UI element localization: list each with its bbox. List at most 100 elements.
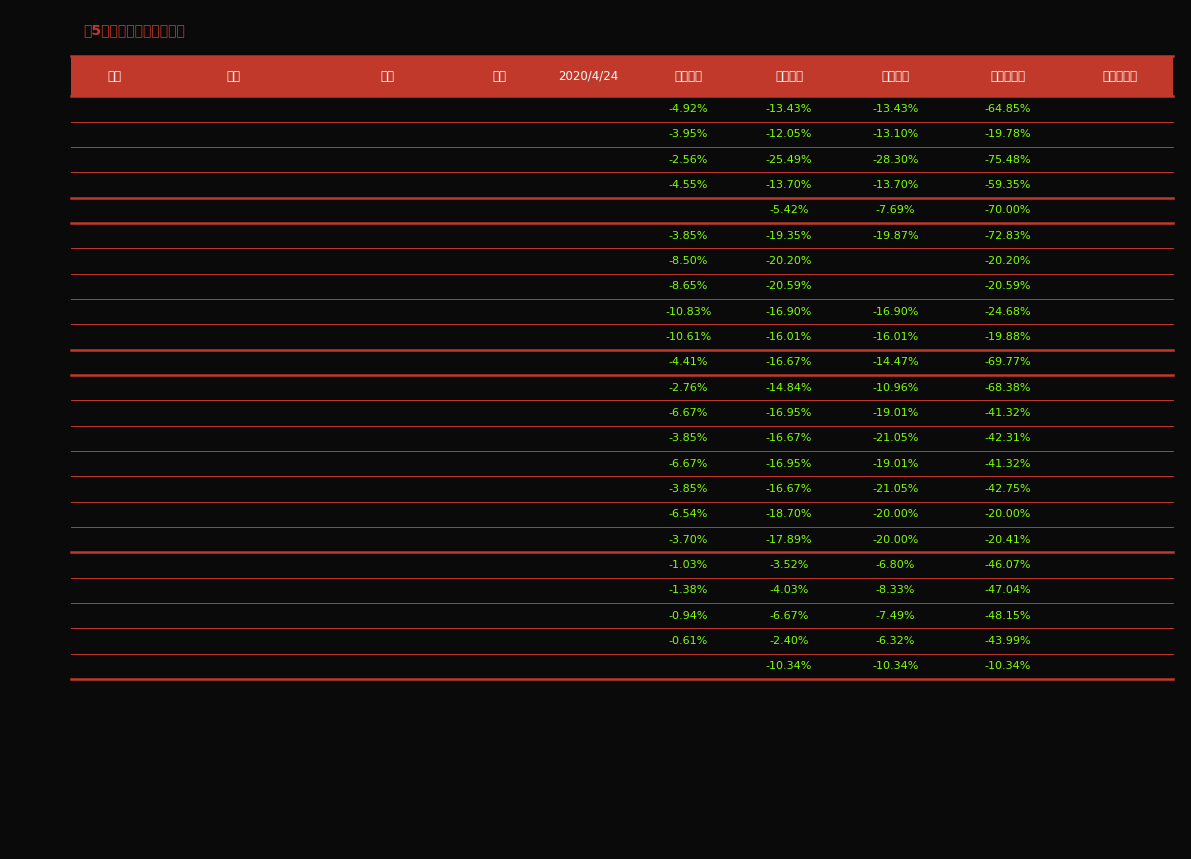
Text: -4.03%: -4.03%: [769, 585, 809, 595]
Text: -3.85%: -3.85%: [669, 230, 709, 241]
Text: -20.59%: -20.59%: [985, 281, 1031, 291]
Text: -18.70%: -18.70%: [766, 509, 812, 520]
Text: -20.00%: -20.00%: [985, 509, 1031, 520]
Text: -72.83%: -72.83%: [984, 230, 1031, 241]
Text: -6.67%: -6.67%: [669, 408, 709, 418]
Text: -6.67%: -6.67%: [769, 611, 809, 621]
Text: -6.80%: -6.80%: [875, 560, 915, 570]
Text: -16.67%: -16.67%: [766, 484, 812, 494]
Text: -19.78%: -19.78%: [984, 129, 1031, 139]
Text: -13.70%: -13.70%: [872, 180, 918, 190]
Text: -0.61%: -0.61%: [669, 636, 709, 646]
Text: -16.90%: -16.90%: [872, 307, 918, 317]
Text: -6.67%: -6.67%: [669, 459, 709, 469]
Text: -14.47%: -14.47%: [872, 357, 918, 368]
Text: -16.67%: -16.67%: [766, 357, 812, 368]
Text: -13.10%: -13.10%: [872, 129, 918, 139]
Text: -3.52%: -3.52%: [769, 560, 809, 570]
Text: -19.87%: -19.87%: [872, 230, 918, 241]
Text: -16.01%: -16.01%: [872, 332, 918, 342]
Text: 种类: 种类: [107, 70, 121, 82]
Text: -12.05%: -12.05%: [766, 129, 812, 139]
Text: -1.03%: -1.03%: [669, 560, 709, 570]
Text: -48.15%: -48.15%: [985, 611, 1031, 621]
Text: 周度涨跌: 周度涨跌: [674, 70, 703, 82]
Text: -19.88%: -19.88%: [984, 332, 1031, 342]
Text: -19.35%: -19.35%: [766, 230, 812, 241]
Text: -41.32%: -41.32%: [985, 459, 1031, 469]
Text: -3.85%: -3.85%: [669, 484, 709, 494]
Text: -13.43%: -13.43%: [766, 104, 812, 114]
Text: 规格: 规格: [380, 70, 394, 82]
Text: -64.85%: -64.85%: [985, 104, 1031, 114]
Text: -59.35%: -59.35%: [985, 180, 1031, 190]
Text: 2020/4/24: 2020/4/24: [557, 70, 618, 82]
Text: -20.59%: -20.59%: [766, 281, 812, 291]
Text: -46.07%: -46.07%: [985, 560, 1031, 570]
Text: -5.42%: -5.42%: [769, 205, 809, 216]
Text: -8.50%: -8.50%: [669, 256, 709, 266]
Bar: [71, 56, 1173, 96]
Text: -41.32%: -41.32%: [985, 408, 1031, 418]
Text: -16.95%: -16.95%: [766, 459, 812, 469]
Text: -4.92%: -4.92%: [668, 104, 709, 114]
Text: 表5：光伏产业链产品价格: 表5：光伏产业链产品价格: [83, 23, 186, 37]
Text: -10.61%: -10.61%: [666, 332, 711, 342]
Text: -10.83%: -10.83%: [666, 307, 712, 317]
Text: -2.40%: -2.40%: [769, 636, 809, 646]
Text: -7.49%: -7.49%: [875, 611, 915, 621]
Text: -16.01%: -16.01%: [766, 332, 812, 342]
Text: -20.20%: -20.20%: [766, 256, 812, 266]
Text: -10.96%: -10.96%: [872, 382, 918, 393]
Text: -10.34%: -10.34%: [766, 661, 812, 672]
Text: 年度涨跌: 年度涨跌: [881, 70, 910, 82]
Text: -75.48%: -75.48%: [984, 155, 1031, 165]
Text: -7.69%: -7.69%: [875, 205, 915, 216]
Text: 单位: 单位: [492, 70, 506, 82]
Text: -20.00%: -20.00%: [872, 534, 918, 545]
Text: -16.67%: -16.67%: [766, 433, 812, 443]
Text: -20.41%: -20.41%: [985, 534, 1031, 545]
Text: -0.94%: -0.94%: [668, 611, 709, 621]
Text: -24.68%: -24.68%: [984, 307, 1031, 317]
Text: -14.84%: -14.84%: [766, 382, 812, 393]
Text: -21.05%: -21.05%: [872, 484, 918, 494]
Text: -70.00%: -70.00%: [985, 205, 1031, 216]
Text: -17.89%: -17.89%: [766, 534, 812, 545]
Text: -3.95%: -3.95%: [669, 129, 709, 139]
Text: -42.75%: -42.75%: [984, 484, 1031, 494]
Text: -2.56%: -2.56%: [669, 155, 709, 165]
Text: -68.38%: -68.38%: [985, 382, 1031, 393]
Text: -6.54%: -6.54%: [669, 509, 709, 520]
Text: 品种: 品种: [226, 70, 241, 82]
Text: -69.77%: -69.77%: [984, 357, 1031, 368]
Text: -20.20%: -20.20%: [985, 256, 1031, 266]
Text: -2.76%: -2.76%: [668, 382, 709, 393]
Text: -16.95%: -16.95%: [766, 408, 812, 418]
Text: 最高点差幅: 最高点差幅: [990, 70, 1025, 82]
Text: -10.34%: -10.34%: [985, 661, 1031, 672]
Text: -13.43%: -13.43%: [872, 104, 918, 114]
Text: -4.55%: -4.55%: [669, 180, 709, 190]
Text: -47.04%: -47.04%: [984, 585, 1031, 595]
Text: -10.34%: -10.34%: [872, 661, 918, 672]
Text: -6.32%: -6.32%: [875, 636, 915, 646]
Text: -1.38%: -1.38%: [669, 585, 709, 595]
Text: -25.49%: -25.49%: [766, 155, 812, 165]
Text: -21.05%: -21.05%: [872, 433, 918, 443]
Text: -28.30%: -28.30%: [872, 155, 918, 165]
Text: 月度涨跌: 月度涨跌: [775, 70, 803, 82]
Text: -20.00%: -20.00%: [872, 509, 918, 520]
Text: -3.85%: -3.85%: [669, 433, 709, 443]
Text: -43.99%: -43.99%: [984, 636, 1031, 646]
Text: -8.33%: -8.33%: [875, 585, 915, 595]
Text: -42.31%: -42.31%: [985, 433, 1031, 443]
Text: -8.65%: -8.65%: [669, 281, 709, 291]
Text: -3.70%: -3.70%: [669, 534, 709, 545]
Text: 最高点日期: 最高点日期: [1103, 70, 1137, 82]
Text: -19.01%: -19.01%: [872, 408, 918, 418]
Text: -16.90%: -16.90%: [766, 307, 812, 317]
Text: -19.01%: -19.01%: [872, 459, 918, 469]
Text: -4.41%: -4.41%: [668, 357, 709, 368]
Text: -13.70%: -13.70%: [766, 180, 812, 190]
